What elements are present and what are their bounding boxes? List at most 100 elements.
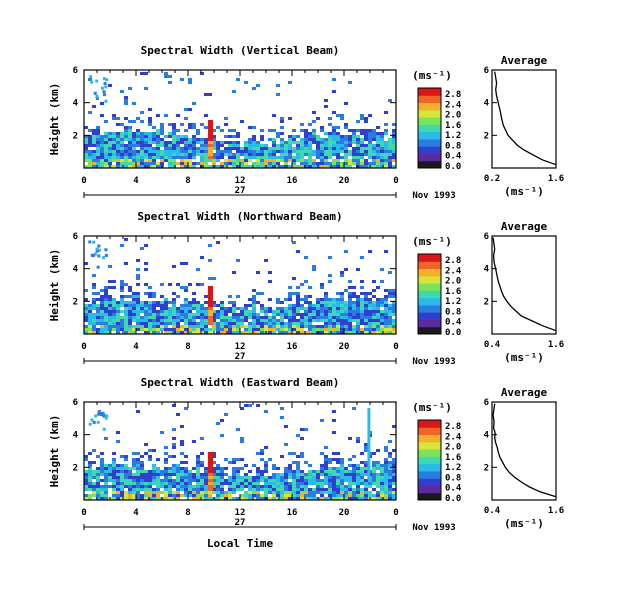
heatmap-cell (264, 467, 268, 470)
heatmap-cell (296, 304, 300, 307)
heatmap-cell (272, 322, 276, 325)
heatmap-cell (352, 467, 356, 470)
heatmap-cell (356, 331, 360, 334)
heatmap-cell (268, 159, 272, 162)
heatmap-cell (140, 322, 144, 325)
heatmap-cell (364, 162, 368, 165)
x-axis-label: Local Time (207, 537, 274, 550)
heatmap-cell (304, 325, 308, 328)
heatmap-cell (332, 144, 336, 147)
heatmap-cell (367, 408, 371, 411)
heatmap-cell (336, 494, 340, 497)
heatmap-cell (296, 150, 300, 153)
heatmap-cell (84, 458, 88, 461)
heatmap-cell (356, 304, 360, 307)
heatmap-cell (192, 292, 196, 295)
heatmap-cell (368, 307, 372, 310)
heatmap-cell (348, 470, 352, 473)
heatmap-cell (392, 135, 396, 138)
heatmap-cell (84, 144, 88, 147)
heatmap-cell (260, 476, 264, 479)
heatmap-cell (340, 135, 344, 138)
heatmap-cell (180, 307, 184, 310)
heatmap-cell (236, 325, 240, 328)
heatmap-cell (260, 325, 264, 328)
heatmap-cell (300, 494, 304, 497)
heatmap-cell (288, 135, 292, 138)
heatmap-cell (88, 467, 92, 470)
heatmap-cell (388, 482, 392, 485)
heatmap-cell (316, 328, 320, 331)
heatmap-cell (84, 479, 88, 482)
heatmap-cell (180, 461, 184, 464)
heatmap-cell (120, 159, 124, 162)
heatmap-cell (256, 491, 260, 494)
heatmap-cell (344, 150, 348, 153)
heatmap-cell (360, 256, 364, 259)
heatmap-cell (180, 150, 184, 153)
heatmap-cell (280, 313, 284, 316)
heatmap-cell (196, 268, 200, 271)
heatmap-cell (144, 138, 148, 141)
heatmap-cell (184, 316, 188, 319)
heatmap-cell (384, 141, 388, 144)
heatmap-cell (104, 159, 108, 162)
heatmap-cell (232, 491, 236, 494)
heatmap-cell (316, 310, 320, 313)
heatmap-cell (344, 491, 348, 494)
heatmap-cell (264, 310, 268, 313)
heatmap-cell (324, 319, 328, 322)
heatmap-cell (268, 307, 272, 310)
heatmap-cell (172, 298, 176, 301)
heatmap-cell (320, 310, 324, 313)
heatmap-cell (252, 307, 256, 310)
heatmap-cell (360, 491, 364, 494)
heatmap-cell (128, 295, 132, 298)
heatmap-cell (140, 247, 144, 250)
heatmap-cell (292, 325, 296, 328)
heatmap-cell (128, 165, 132, 168)
heatmap-cell (124, 467, 128, 470)
heatmap-cell (292, 479, 296, 482)
colorbar-swatch (418, 146, 441, 154)
heatmap-cell (104, 494, 108, 497)
heatmap-cell (164, 144, 168, 147)
heatmap-cell (256, 497, 260, 500)
heatmap-cell (104, 467, 108, 470)
heatmap-cell (92, 461, 96, 464)
heatmap-cell (204, 470, 208, 473)
heatmap-cell (168, 491, 172, 494)
heatmap-cell (152, 135, 156, 138)
heatmap-cell (180, 165, 184, 168)
heatmap-cell (100, 497, 104, 500)
heatmap-cell (144, 72, 148, 75)
heatmap-cell (228, 135, 232, 138)
heatmap-cell (100, 114, 104, 117)
heatmap-cell (184, 488, 188, 491)
heatmap-cell (352, 491, 356, 494)
heatmap-cell (340, 141, 344, 144)
heatmap-cell (164, 485, 168, 488)
heatmap-cell (204, 482, 208, 485)
heatmap-cell (296, 434, 300, 437)
heatmap-cell (376, 491, 380, 494)
heatmap-cell (272, 325, 276, 328)
heatmap-cell (256, 150, 260, 153)
heatmap-cell (392, 132, 396, 135)
heatmap-cell (148, 322, 152, 325)
heatmap-cell (105, 78, 109, 82)
heatmap-cell (144, 494, 148, 497)
heatmap-cell (168, 81, 172, 84)
heatmap-cell (132, 458, 136, 461)
heatmap-cell (168, 144, 172, 147)
heatmap-cell (328, 132, 332, 135)
heatmap-cell (308, 150, 312, 153)
heatmap-cell (340, 491, 344, 494)
heatmap-cell (332, 494, 336, 497)
heatmap-cell (332, 150, 336, 153)
heatmap-cell (308, 313, 312, 316)
heatmap-cell (228, 328, 232, 331)
heatmap-cell (340, 470, 344, 473)
heatmap-cell (132, 132, 136, 135)
heatmap-cell (208, 464, 213, 467)
